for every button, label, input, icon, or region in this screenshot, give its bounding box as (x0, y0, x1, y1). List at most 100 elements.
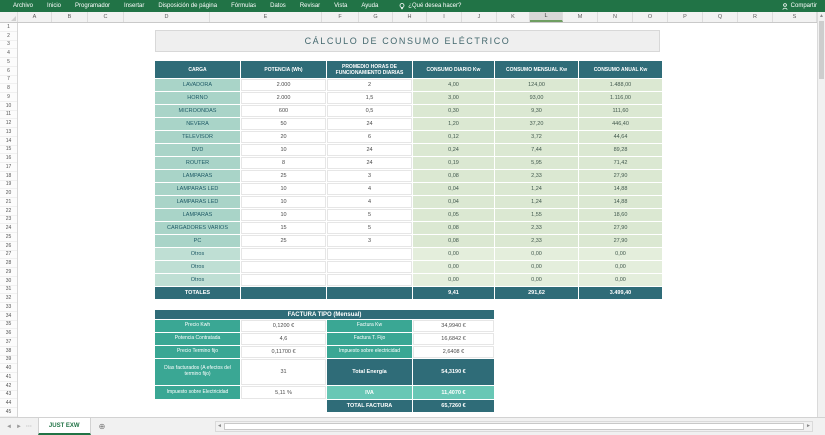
consumption-value-cell[interactable]: 2,33 (495, 235, 578, 247)
vertical-scrollbar-thumb[interactable] (819, 21, 824, 79)
invoice-left-label-cell[interactable]: Precio Termino fijo (155, 346, 240, 358)
consumption-value-cell[interactable]: 5,95 (495, 157, 578, 169)
column-header-J[interactable]: J (462, 12, 497, 22)
carga-label-cell[interactable]: LAMPARAS (155, 170, 240, 182)
row-number-12[interactable]: 12 (0, 119, 17, 128)
invoice-right-value-cell[interactable]: 11,4070 € (413, 386, 494, 399)
column-header-F[interactable]: F (322, 12, 359, 22)
row-number-34[interactable]: 34 (0, 312, 17, 321)
consumption-value-cell[interactable]: 37,20 (495, 118, 578, 130)
invoice-right-label-cell[interactable]: Factura T. Fijo (327, 333, 412, 345)
row-number-7[interactable]: 7 (0, 76, 17, 85)
consumption-value-cell[interactable]: 0,08 (413, 222, 494, 234)
sheet-canvas[interactable]: 1 2 3 4 5 6 7 8 9 10 11 12 13 14 15 16 17 18 19 20 21 22 23 24 2… (0, 23, 817, 417)
carga-label-cell[interactable]: MICROONDAS (155, 105, 240, 117)
consumption-value-cell[interactable]: 0,00 (495, 274, 578, 286)
input-value-cell[interactable]: 5 (327, 222, 412, 234)
column-header-Q[interactable]: Q (703, 12, 738, 22)
row-number-24[interactable]: 24 (0, 224, 17, 233)
consumption-value-cell[interactable]: 4,00 (413, 79, 494, 91)
row-number-22[interactable]: 22 (0, 207, 17, 216)
consumption-value-cell[interactable]: 9,30 (495, 105, 578, 117)
ribbon-tab-f-rmulas[interactable]: Fórmulas (231, 3, 257, 9)
new-sheet-button[interactable]: ⊕ (98, 422, 106, 431)
row-number-37[interactable]: 37 (0, 338, 17, 347)
row-number-2[interactable]: 2 (0, 32, 17, 41)
input-value-cell[interactable]: 0,5 (327, 105, 412, 117)
column-header-R[interactable]: R (738, 12, 773, 22)
carga-label-cell[interactable]: ROUTER (155, 157, 240, 169)
input-value-cell[interactable] (327, 261, 412, 273)
carga-label-cell[interactable]: DVD (155, 144, 240, 156)
input-value-cell[interactable]: 4 (327, 183, 412, 195)
input-value-cell[interactable]: 10 (241, 209, 326, 221)
ribbon-tab-archivo[interactable]: Archivo (13, 3, 34, 9)
row-number-30[interactable]: 30 (0, 277, 17, 286)
column-header-B[interactable]: B (52, 12, 88, 22)
totals-value-cell[interactable] (241, 287, 326, 299)
totals-value-cell[interactable]: 3.499,40 (579, 287, 662, 299)
consumption-value-cell[interactable]: 71,42 (579, 157, 662, 169)
consumption-value-cell[interactable]: 0,00 (413, 261, 494, 273)
consumption-value-cell[interactable]: 0,00 (413, 274, 494, 286)
invoice-right-label-cell[interactable]: IVA (327, 386, 412, 399)
horizontal-scrollbar[interactable]: ◄ ► (215, 421, 813, 432)
input-value-cell[interactable]: 10 (241, 144, 326, 156)
column-header-S[interactable]: S (773, 12, 817, 22)
input-value-cell[interactable] (241, 261, 326, 273)
consumption-value-cell[interactable]: 446,40 (579, 118, 662, 130)
row-number-43[interactable]: 43 (0, 391, 17, 400)
input-value-cell[interactable] (327, 274, 412, 286)
column-header-L[interactable]: L (530, 12, 563, 22)
ribbon-tab-vista[interactable]: Vista (334, 3, 348, 9)
input-value-cell[interactable]: 1,5 (327, 92, 412, 104)
column-header-D[interactable]: D (124, 12, 210, 22)
input-value-cell[interactable]: 24 (327, 118, 412, 130)
column-header-P[interactable]: P (668, 12, 703, 22)
row-number-8[interactable]: 8 (0, 84, 17, 93)
row-number-4[interactable]: 4 (0, 49, 17, 58)
consumption-value-cell[interactable]: 1.116,00 (579, 92, 662, 104)
totals-value-cell[interactable]: 291,62 (495, 287, 578, 299)
sheet-title-cell[interactable]: CÁLCULO DE CONSUMO ELÉCTRICO (155, 30, 660, 52)
invoice-left-value-cell[interactable]: 31 (241, 359, 326, 385)
carga-label-cell[interactable]: Otros (155, 261, 240, 273)
row-number-26[interactable]: 26 (0, 242, 17, 251)
column-header-I[interactable]: I (427, 12, 462, 22)
invoice-left-label-cell[interactable]: Días facturados (A efectos del termino f… (155, 359, 240, 385)
input-value-cell[interactable]: 2.000 (241, 92, 326, 104)
row-number-16[interactable]: 16 (0, 154, 17, 163)
input-value-cell[interactable]: 24 (327, 157, 412, 169)
input-value-cell[interactable]: 4 (327, 196, 412, 208)
input-value-cell[interactable]: 3 (327, 235, 412, 247)
carga-label-cell[interactable]: HORNO (155, 92, 240, 104)
column-header-N[interactable]: N (598, 12, 633, 22)
sheet-tab-just-exw[interactable]: JUST EXW (37, 418, 91, 435)
row-number-5[interactable]: 5 (0, 58, 17, 67)
row-number-3[interactable]: 3 (0, 41, 17, 50)
consumption-value-cell[interactable]: 0,08 (413, 170, 494, 182)
invoice-right-label-cell[interactable]: Factura Kw (327, 320, 412, 332)
row-number-31[interactable]: 31 (0, 286, 17, 295)
row-number-6[interactable]: 6 (0, 67, 17, 76)
consumption-value-cell[interactable]: 0,00 (579, 274, 662, 286)
consumption-value-cell[interactable]: 27,90 (579, 235, 662, 247)
invoice-left-label-cell[interactable]: Precio Kwh (155, 320, 240, 332)
input-value-cell[interactable]: 3 (327, 170, 412, 182)
invoice-right-label-cell[interactable]: Impuesto sobre electricidad (327, 346, 412, 358)
row-number-11[interactable]: 11 (0, 111, 17, 120)
consumption-value-cell[interactable]: 3,00 (413, 92, 494, 104)
consumption-value-cell[interactable]: 44,64 (579, 131, 662, 143)
consumption-value-cell[interactable]: 1,20 (413, 118, 494, 130)
invoice-right-value-cell[interactable]: 2,6408 € (413, 346, 494, 358)
input-value-cell[interactable]: 10 (241, 196, 326, 208)
consumption-value-cell[interactable]: 7,44 (495, 144, 578, 156)
consumption-value-cell[interactable]: 111,60 (579, 105, 662, 117)
consumption-value-cell[interactable]: 1,24 (495, 196, 578, 208)
row-number-45[interactable]: 45 (0, 408, 17, 417)
invoice-left-label-cell[interactable]: Impuesto sobre Electricidad (155, 386, 240, 399)
scroll-right-icon[interactable]: ► (806, 423, 811, 429)
carga-label-cell[interactable]: LAMPARAS LED (155, 196, 240, 208)
consumption-value-cell[interactable]: 0,05 (413, 209, 494, 221)
row-number-23[interactable]: 23 (0, 216, 17, 225)
